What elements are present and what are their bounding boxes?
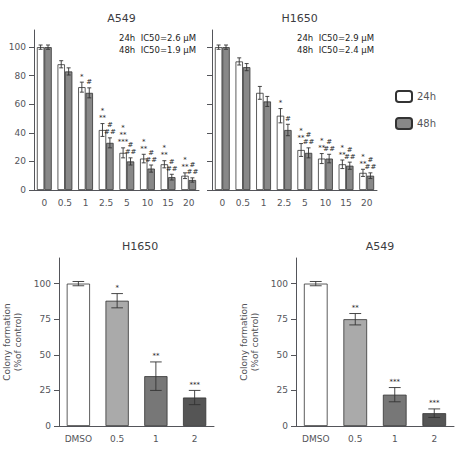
svg-text:2.5: 2.5	[277, 198, 291, 208]
svg-text:48h IC50=1.9 μM: 48h IC50=1.9 μM	[119, 45, 196, 55]
svg-text:***: ***	[390, 378, 401, 386]
svg-text:80: 80	[15, 71, 27, 81]
svg-text:0: 0	[219, 198, 225, 208]
svg-text:##: ##	[125, 148, 137, 156]
svg-text:25: 25	[40, 385, 51, 395]
svg-text:0: 0	[45, 421, 51, 431]
svg-text:24h IC50=2.9 μM: 24h IC50=2.9 μM	[297, 33, 374, 43]
svg-text:##: ##	[365, 163, 377, 171]
svg-text:5: 5	[302, 198, 308, 208]
svg-text:1: 1	[83, 198, 89, 208]
svg-text:0.5: 0.5	[58, 198, 72, 208]
svg-text:(%of control): (%of control)	[250, 313, 260, 371]
svg-text:A549: A549	[107, 12, 136, 25]
svg-text:0: 0	[282, 421, 288, 431]
svg-text:DMSO: DMSO	[302, 434, 330, 444]
svg-text:1: 1	[153, 434, 159, 444]
svg-text:*: *	[115, 284, 119, 292]
svg-text:10: 10	[320, 198, 332, 208]
svg-text:50: 50	[277, 350, 289, 360]
svg-text:75: 75	[40, 314, 51, 324]
svg-text:25: 25	[277, 385, 288, 395]
svg-text:#: #	[86, 78, 92, 86]
svg-text:48h: 48h	[417, 118, 436, 129]
svg-text:20: 20	[15, 156, 27, 166]
svg-text:***: ***	[429, 399, 440, 407]
svg-text:**: **	[161, 151, 169, 159]
svg-text:15: 15	[162, 198, 173, 208]
svg-text:0.5: 0.5	[236, 198, 250, 208]
svg-text:15: 15	[340, 198, 351, 208]
svg-text:0: 0	[41, 198, 47, 208]
svg-text:100: 100	[271, 279, 288, 289]
svg-text:24h: 24h	[417, 91, 436, 102]
svg-text:**: **	[352, 304, 360, 312]
svg-text:1: 1	[261, 198, 267, 208]
svg-text:2: 2	[192, 434, 198, 444]
svg-text:**: **	[140, 145, 148, 153]
svg-text:##: ##	[187, 168, 199, 176]
svg-text:A549: A549	[366, 240, 395, 253]
svg-text:*: *	[80, 73, 84, 81]
svg-text:48h IC50=2.4 μM: 48h IC50=2.4 μM	[297, 45, 374, 55]
svg-text:0.5: 0.5	[348, 434, 362, 444]
svg-text:1: 1	[392, 434, 398, 444]
svg-text:100: 100	[9, 42, 26, 52]
svg-text:*: *	[279, 99, 283, 107]
svg-text:#: #	[285, 115, 291, 123]
svg-text:H1650: H1650	[281, 12, 317, 25]
svg-text:##: ##	[303, 138, 315, 146]
svg-text:**: **	[152, 352, 160, 360]
svg-text:60: 60	[15, 99, 27, 109]
svg-text:20: 20	[183, 198, 195, 208]
svg-text:0.5: 0.5	[110, 434, 124, 444]
svg-text:0: 0	[20, 185, 26, 195]
svg-text:***: ***	[189, 381, 200, 389]
svg-text:2: 2	[431, 434, 437, 444]
svg-text:50: 50	[40, 350, 52, 360]
svg-text:**: **	[99, 114, 107, 122]
svg-text:(%of control): (%of control)	[13, 313, 23, 371]
svg-text:40: 40	[15, 128, 27, 138]
svg-text:DMSO: DMSO	[65, 434, 93, 444]
svg-text:H1650: H1650	[122, 240, 158, 253]
svg-text:10: 10	[142, 198, 154, 208]
svg-text:##: ##	[104, 128, 116, 136]
svg-text:Colony formation: Colony formation	[2, 303, 12, 380]
svg-text:2.5: 2.5	[99, 198, 113, 208]
svg-text:##: ##	[166, 165, 178, 173]
svg-text:20: 20	[361, 198, 373, 208]
svg-text:24h IC50=2.6 μM: 24h IC50=2.6 μM	[119, 33, 196, 43]
svg-text:75: 75	[277, 314, 288, 324]
svg-text:##: ##	[323, 145, 335, 153]
svg-text:100: 100	[34, 279, 51, 289]
svg-text:Colony formation: Colony formation	[239, 303, 249, 380]
svg-text:5: 5	[124, 198, 130, 208]
svg-text:##: ##	[344, 153, 356, 161]
svg-text:##: ##	[145, 156, 157, 164]
